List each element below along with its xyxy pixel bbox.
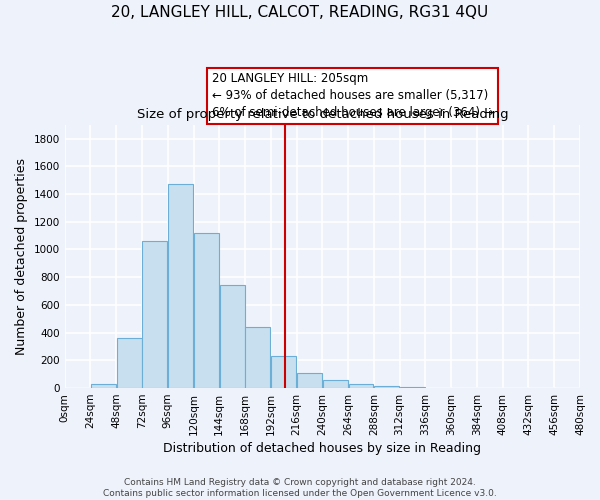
Bar [271, 356, 296, 388]
Text: 20 LANGLEY HILL: 205sqm
← 93% of detached houses are smaller (5,317)
6% of semi-: 20 LANGLEY HILL: 205sqm ← 93% of detache… [212, 72, 493, 120]
Bar [91, 384, 116, 388]
Bar [349, 384, 373, 388]
Bar [220, 286, 245, 388]
Bar [374, 386, 399, 388]
Bar [168, 184, 193, 388]
Bar [116, 338, 142, 388]
Title: Size of property relative to detached houses in Reading: Size of property relative to detached ho… [137, 108, 508, 121]
Bar [142, 241, 167, 388]
X-axis label: Distribution of detached houses by size in Reading: Distribution of detached houses by size … [163, 442, 481, 455]
Text: Contains HM Land Registry data © Crown copyright and database right 2024.
Contai: Contains HM Land Registry data © Crown c… [103, 478, 497, 498]
Y-axis label: Number of detached properties: Number of detached properties [15, 158, 28, 355]
Bar [323, 380, 347, 388]
Bar [194, 233, 219, 388]
Bar [297, 373, 322, 388]
Text: 20, LANGLEY HILL, CALCOT, READING, RG31 4QU: 20, LANGLEY HILL, CALCOT, READING, RG31 … [112, 5, 488, 20]
Bar [245, 327, 271, 388]
